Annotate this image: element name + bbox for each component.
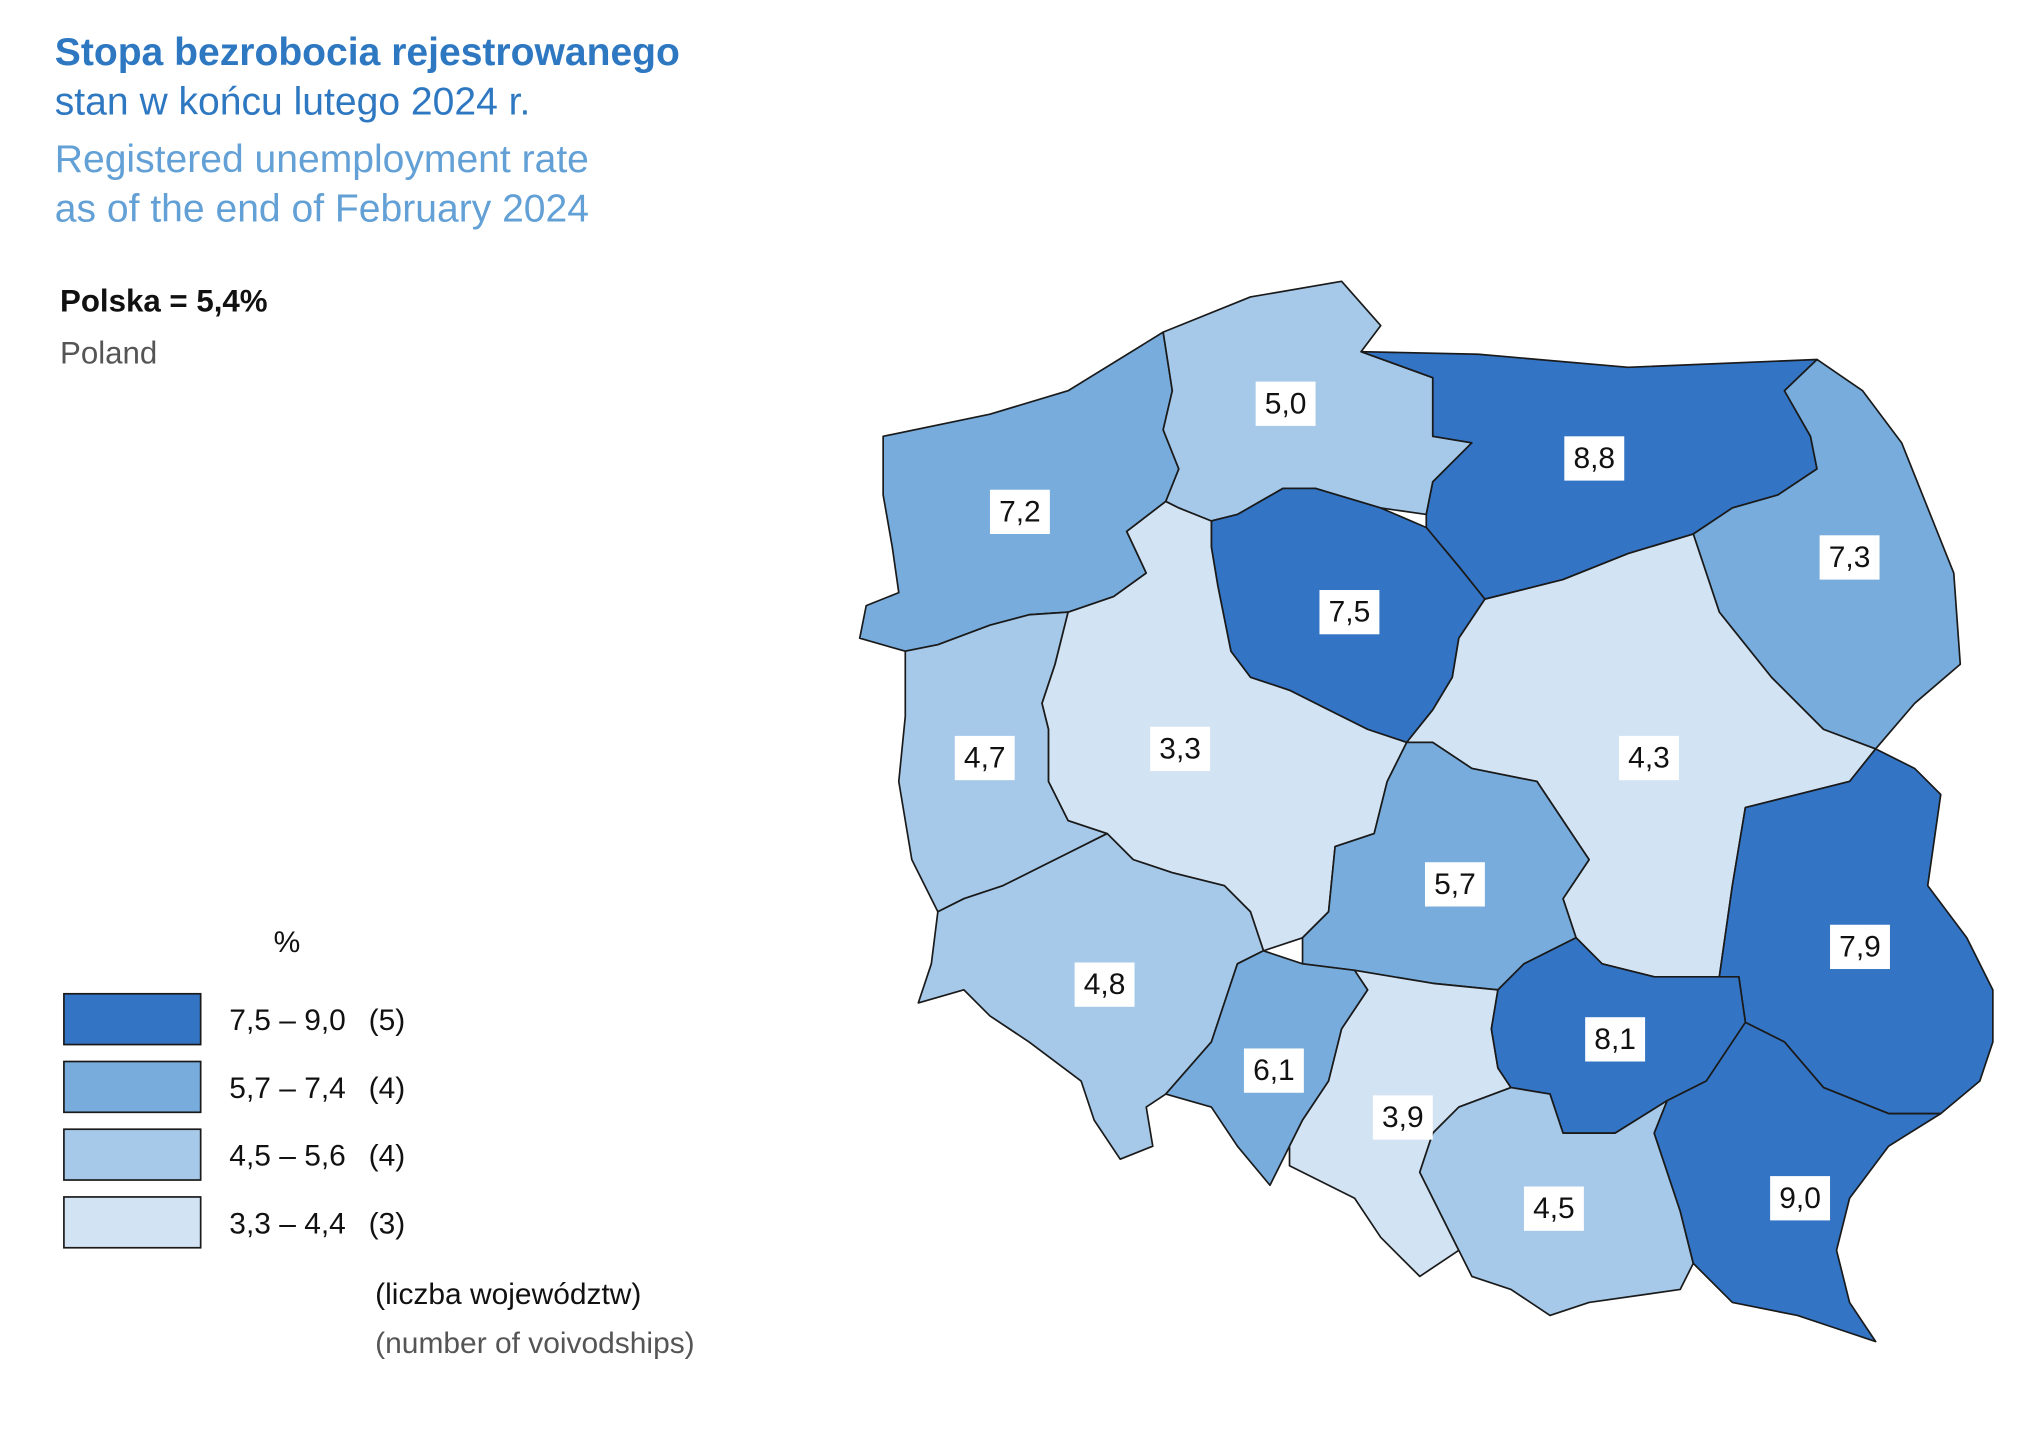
region-label: 7,9 [1839,930,1881,963]
legend-swatch [63,1128,202,1181]
region [1162,280,1473,522]
label-box [954,735,1015,781]
title: Stopa bezrobocia rejestrowanego [55,31,680,74]
region-label: 3,9 [1382,1101,1424,1134]
map [858,280,1994,1343]
legend-swatch [63,992,202,1046]
label-box [1830,924,1890,970]
region-label: 9,0 [1779,1182,1821,1215]
region-label: 6,1 [1253,1054,1295,1087]
label-box [1255,381,1316,426]
region-label: 4,5 [1533,1192,1575,1225]
label-box [989,489,1050,535]
label-box [1150,726,1211,772]
legend-label: 7,5 – 9,0 [229,1004,346,1037]
region-label: 4,8 [1084,968,1126,1001]
legend-swatch [63,1196,202,1249]
region-label: 5,0 [1265,387,1307,420]
label-box [1564,436,1625,481]
region-label: 4,3 [1628,742,1670,775]
subtitle-en: as of the end of February 2024 [55,187,589,230]
map-labels: 7,2 5,0 8,8 7,3 7,5 4,7 3,3 4,3 5,7 7,9 4,8 6,1 3,9 8… [954,381,1890,1231]
label-box [1243,1048,1304,1093]
legend: 7,5 – 9,0 (5) 5,7 – 7,4 (4) 4,5 – 5,6 (4) 3,3 … [63,992,406,1249]
legend-label: 3,3 – 4,4 [229,1207,346,1240]
label-box [1074,962,1135,1007]
region-label: 5,7 [1434,868,1476,901]
legend-note-en: (number of voivodships) [375,1327,694,1360]
region-label: 7,3 [1829,541,1871,574]
national-label: Poland [60,335,157,370]
legend-label: 4,5 – 5,6 [229,1140,346,1173]
national-rate: Polska = 5,4% [60,283,268,318]
label-box [1619,735,1679,781]
label-box [1319,590,1380,635]
legend-count: (5) [369,1004,406,1037]
region-label: 7,2 [999,495,1041,528]
legend-count: (3) [369,1207,406,1240]
title-en: Registered unemployment rate [55,138,589,181]
region-label: 8,8 [1573,442,1615,475]
subtitle: stan w końcu lutego 2024 r. [55,81,531,124]
region-label: 4,7 [964,742,1006,775]
legend-note: (liczba województw) [375,1278,641,1311]
label-box [1770,1176,1831,1221]
legend-count: (4) [369,1140,406,1173]
label-box [1585,1017,1646,1062]
region-label: 7,5 [1329,596,1371,629]
label-box [1523,1186,1584,1231]
region-label: 3,3 [1159,732,1201,765]
region-label: 8,1 [1594,1023,1636,1056]
label-box [1819,535,1880,580]
label-box [1372,1095,1433,1140]
legend-count: (4) [369,1072,406,1105]
legend-label: 5,7 – 7,4 [229,1072,346,1105]
legend-unit: % [274,926,301,959]
legend-swatch [63,1060,202,1114]
label-box [1424,862,1485,907]
